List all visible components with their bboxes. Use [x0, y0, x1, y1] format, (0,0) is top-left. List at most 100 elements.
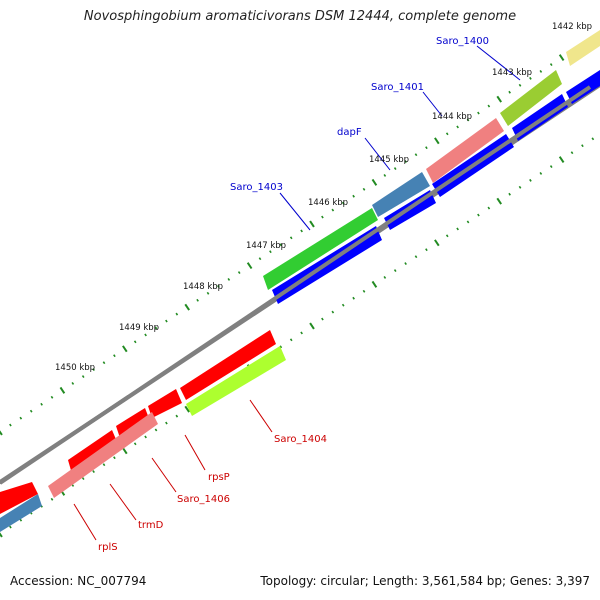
tick-minor — [269, 250, 272, 254]
tick-minor — [206, 291, 210, 295]
tick-minor — [71, 382, 75, 385]
tick-label: 1450 kbp — [55, 363, 95, 373]
tick-minor — [81, 375, 85, 378]
leader-rpsp — [184, 434, 206, 471]
tick-minor — [518, 185, 522, 189]
leader-saro-1403 — [279, 192, 311, 231]
label-saro-1400[interactable]: Saro_1400 — [436, 36, 489, 47]
tick-major — [371, 280, 378, 288]
tick-minor — [331, 310, 335, 314]
label-saro-1401[interactable]: Saro_1401 — [371, 82, 424, 93]
tick-minor — [50, 395, 54, 399]
tick-label: 1447 kbp — [246, 241, 286, 251]
feature-dapf[interactable] — [426, 118, 504, 183]
label-saro-1403[interactable]: Saro_1403 — [230, 182, 283, 193]
tick-minor — [539, 172, 543, 175]
tick-major — [434, 137, 440, 145]
feature-red[interactable] — [180, 330, 276, 400]
tick-minor — [289, 338, 293, 342]
tick-minor — [144, 333, 147, 337]
tick-minor — [393, 167, 397, 170]
tick-minor — [321, 215, 324, 219]
tick-minor — [352, 194, 355, 198]
tick-minor — [456, 125, 459, 129]
tick-label: 1449 kbp — [119, 323, 159, 333]
leader-saro-1401 — [422, 91, 443, 117]
label-saro-1406[interactable]: Saro_1406 — [177, 494, 230, 505]
tick-minor — [425, 248, 428, 252]
map-title: Novosphingobium aromaticivorans DSM 1244… — [83, 9, 517, 24]
tick-minor — [19, 518, 23, 522]
leader-saro-1400 — [476, 45, 521, 81]
label-rpls[interactable]: rplS — [98, 542, 118, 553]
tick-minor — [92, 368, 95, 372]
tick-minor — [529, 76, 532, 80]
label-leaders — [73, 45, 521, 541]
feature-saro-1400[interactable] — [566, 30, 600, 66]
tick-major — [184, 303, 190, 311]
label-trmd[interactable]: trmD — [138, 520, 164, 531]
tick-minor — [113, 456, 116, 460]
feature-blue-small[interactable] — [0, 494, 42, 532]
label-saro-1404[interactable]: Saro_1404 — [274, 434, 327, 445]
tick-minor — [227, 278, 231, 281]
tick-minor — [102, 361, 106, 365]
tick-minor — [300, 229, 303, 233]
tick-minor — [404, 160, 407, 164]
tick-minor — [477, 111, 480, 115]
kbp-labels: 1442 kbp 1443 kbp 1444 kbp 1445 kbp 1446… — [55, 22, 592, 373]
tick-minor — [414, 153, 418, 157]
leader-rpls — [73, 503, 97, 541]
tick-minor — [352, 296, 355, 300]
tick-label: 1446 kbp — [308, 198, 348, 208]
label-rpsp[interactable]: rpsP — [208, 472, 230, 483]
feature-saro-1401[interactable] — [500, 70, 562, 126]
feature-saro-1404[interactable] — [186, 346, 286, 416]
tick-minor — [237, 271, 241, 274]
tick-marks-inner — [0, 137, 595, 538]
tick-minor — [591, 137, 595, 141]
tick-label: 1445 kbp — [369, 155, 409, 165]
tick-minor — [362, 187, 366, 191]
label-dapf[interactable]: dapF — [337, 127, 362, 138]
forward-features — [263, 30, 600, 290]
tick-minor — [508, 90, 511, 94]
tick-minor — [331, 208, 335, 212]
tick-label: 1443 kbp — [492, 68, 532, 78]
leader-saro-1404 — [249, 399, 273, 433]
feature-saro-1403[interactable] — [372, 172, 430, 217]
feature-green-1447[interactable] — [263, 208, 378, 290]
tick-minor — [133, 340, 137, 344]
tick-minor — [518, 83, 522, 87]
leader-dapf — [364, 137, 391, 171]
tick-major — [0, 430, 3, 436]
tick-marks-outer — [0, 35, 595, 436]
tick-major — [0, 532, 3, 538]
leader-trmd — [109, 483, 137, 521]
feature-red[interactable] — [148, 389, 182, 418]
tick-minor — [175, 414, 179, 418]
tick-minor — [113, 354, 116, 358]
tick-minor — [102, 463, 106, 467]
tick-major — [122, 345, 128, 353]
feature-trmd[interactable] — [48, 412, 158, 498]
tick-minor — [487, 206, 491, 210]
tick-minor — [321, 317, 324, 321]
feature-red[interactable] — [0, 482, 38, 514]
gene-labels: Saro_1400 Saro_1401 dapF Saro_1403 Saro_… — [98, 36, 489, 553]
tick-minor — [29, 409, 33, 413]
tick-minor — [466, 220, 470, 224]
tick-minor — [425, 146, 428, 150]
tick-minor — [341, 303, 345, 307]
accession-text: Accession: NC_007794 — [10, 574, 147, 588]
tick-major — [246, 262, 253, 270]
tick-minor — [456, 227, 459, 231]
tick-minor — [144, 435, 147, 439]
tick-minor — [539, 70, 543, 73]
tick-label: 1448 kbp — [183, 282, 223, 292]
backbone-line-middle — [0, 85, 592, 485]
tick-minor — [289, 236, 293, 240]
tick-minor — [92, 470, 95, 474]
feature-red[interactable] — [116, 408, 150, 438]
